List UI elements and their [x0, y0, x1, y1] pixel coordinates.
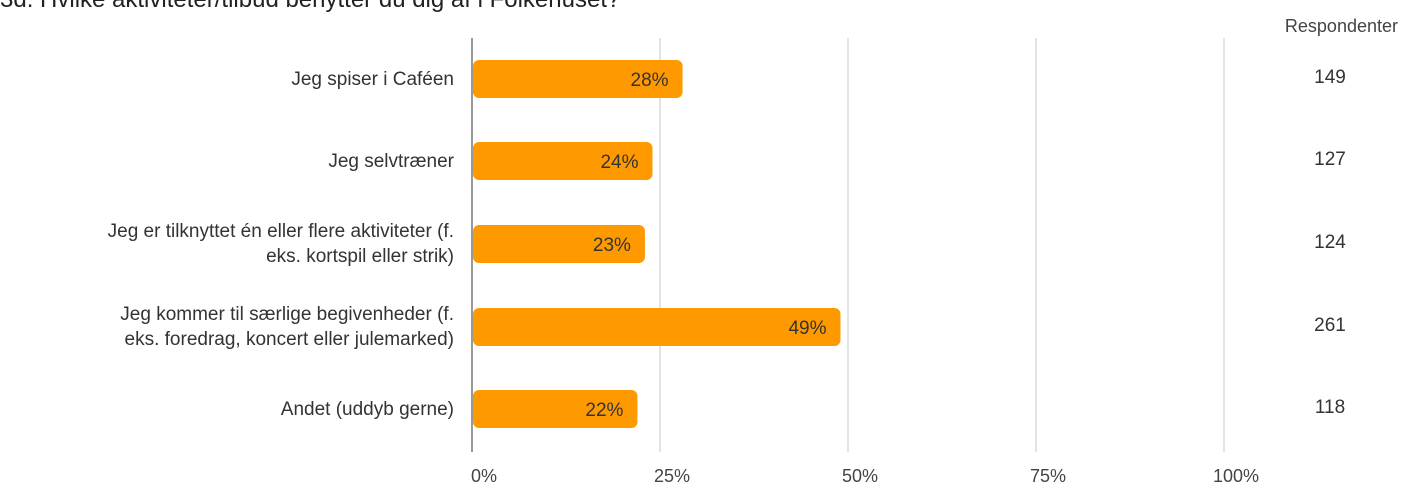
bar-value-label: 23%: [593, 235, 631, 256]
x-tick-label: 25%: [654, 466, 690, 486]
bar: [473, 60, 683, 98]
x-tick-label: 0%: [471, 466, 497, 486]
category-label: Jeg er tilknyttet én eller flere aktivit…: [107, 221, 454, 267]
bar: [473, 142, 653, 180]
respondent-count: 261: [1314, 315, 1346, 336]
respondent-count: 127: [1314, 149, 1346, 170]
category-label: Jeg kommer til særlige begivenheder (f. e…: [120, 304, 454, 350]
bar-value-label: 28%: [631, 70, 669, 91]
respondent-count: 124: [1314, 232, 1346, 253]
bar-value-label: 24%: [600, 152, 638, 173]
bar-value-label: 49%: [788, 318, 826, 339]
x-tick-label: 75%: [1030, 466, 1066, 486]
x-tick-label: 100%: [1213, 466, 1259, 486]
category-label: Andet (uddyb gerne): [280, 398, 454, 420]
category-label: Jeg selvtræner: [328, 150, 454, 172]
chart-title: 3d. Hvilke aktiviteter/tilbud benytter d…: [0, 0, 620, 14]
bar: [473, 308, 841, 346]
x-tick-label: 50%: [842, 466, 878, 486]
bar: [473, 390, 638, 428]
respondent-count: 118: [1314, 397, 1346, 418]
bar-value-label: 22%: [585, 400, 623, 421]
bar: [473, 225, 645, 263]
category-label: Jeg spiser i Caféen: [291, 68, 454, 90]
respondent-count: 149: [1314, 67, 1346, 88]
respondents-header: Respondenter: [1284, 16, 1398, 36]
